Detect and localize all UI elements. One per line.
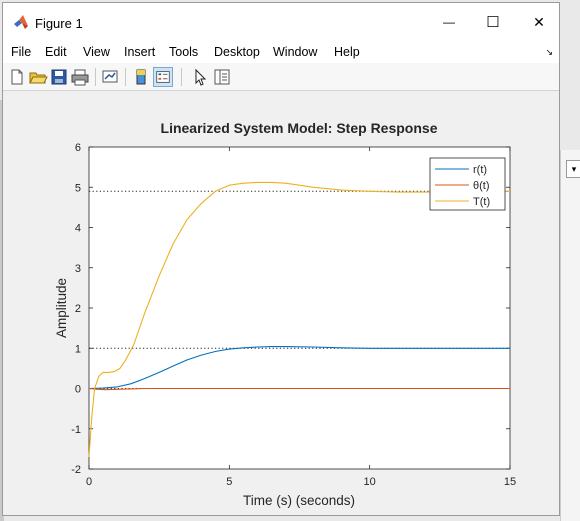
legend-label-2: T(t) — [473, 196, 490, 208]
close-button[interactable]: ✕ — [517, 3, 561, 41]
menu-desktop[interactable]: Desktop — [214, 45, 260, 59]
series-line-1 — [88, 387, 510, 391]
y-tick-label: 2 — [75, 303, 81, 315]
matlab-logo-icon — [14, 15, 28, 29]
menu-window[interactable]: Window — [273, 45, 318, 59]
menu-view[interactable]: View — [83, 45, 110, 59]
series-line-0 — [88, 346, 510, 390]
minimize-icon: — — [443, 15, 455, 29]
menu-file[interactable]: File — [11, 45, 32, 59]
menu-tools[interactable]: Tools — [169, 45, 199, 59]
close-icon: ✕ — [533, 13, 545, 30]
legend-box — [429, 157, 506, 211]
property-inspector-icon[interactable] — [212, 67, 232, 87]
step-response-plot[interactable]: Linearized System Model: Step Response T… — [3, 91, 559, 515]
x-axis-label: Time (s) (seconds) — [243, 493, 355, 508]
x-tick-label: 5 — [226, 476, 232, 488]
toolbar-separator — [125, 68, 126, 86]
axis-ticks: 0 5 10 15 -2 -1 0 1 2 3 4 5 6 — [71, 142, 516, 488]
maximize-button[interactable]: ☐ — [471, 3, 515, 41]
legend-icon[interactable] — [153, 67, 173, 87]
x-tick-label: 10 — [364, 476, 376, 488]
title-bar[interactable]: Figure 1 — ☐ ✕ — [3, 3, 559, 41]
background-dropdown-arrow: ▾ — [566, 160, 580, 178]
x-tick-label: 15 — [504, 476, 516, 488]
new-figure-icon[interactable] — [7, 67, 27, 87]
y-tick-label: 5 — [75, 182, 81, 194]
legend[interactable]: r(t) θ(t) T(t) — [429, 157, 506, 211]
y-tick-label: -2 — [71, 464, 81, 476]
background-app-strip-right — [560, 150, 580, 521]
figure-canvas: Linearized System Model: Step Response T… — [3, 91, 559, 515]
minimize-button[interactable]: — — [427, 3, 471, 41]
legend-label-1: θ(t) — [473, 180, 490, 192]
y-tick-label: 0 — [75, 384, 81, 396]
y-tick-label: 1 — [75, 343, 81, 355]
legend-label-0: r(t) — [473, 164, 487, 176]
edit-plot-arrow-icon[interactable] — [190, 67, 210, 87]
open-file-icon[interactable] — [28, 67, 48, 87]
print-icon[interactable] — [70, 67, 90, 87]
series-lines — [88, 181, 510, 457]
y-tick-label: 4 — [75, 223, 81, 235]
maximize-icon: ☐ — [486, 14, 500, 31]
series-line-2 — [88, 181, 510, 457]
save-icon[interactable] — [49, 67, 69, 87]
toolbar-separator — [181, 68, 182, 86]
chart-title: Linearized System Model: Step Response — [161, 120, 438, 136]
x-tick-label: 0 — [86, 476, 92, 488]
y-axis-label: Amplitude — [54, 278, 69, 338]
y-tick-label: 6 — [75, 142, 81, 154]
menu-edit[interactable]: Edit — [45, 45, 67, 59]
window-title: Figure 1 — [35, 16, 83, 31]
toolbar-separator — [95, 68, 96, 86]
colorbar-icon[interactable] — [131, 67, 151, 87]
link-plot-icon[interactable] — [100, 67, 120, 87]
figure-toolbar — [3, 63, 559, 91]
dock-arrow-icon[interactable]: ↘ — [545, 47, 553, 57]
menu-help[interactable]: Help — [334, 45, 360, 59]
menu-insert[interactable]: Insert — [124, 45, 156, 59]
figure-window: Figure 1 — ☐ ✕ File Edit View Insert Too… — [2, 2, 560, 516]
menu-bar: File Edit View Insert Tools Desktop Wind… — [3, 41, 559, 63]
y-tick-label: -1 — [71, 424, 81, 436]
y-tick-label: 3 — [75, 263, 81, 275]
